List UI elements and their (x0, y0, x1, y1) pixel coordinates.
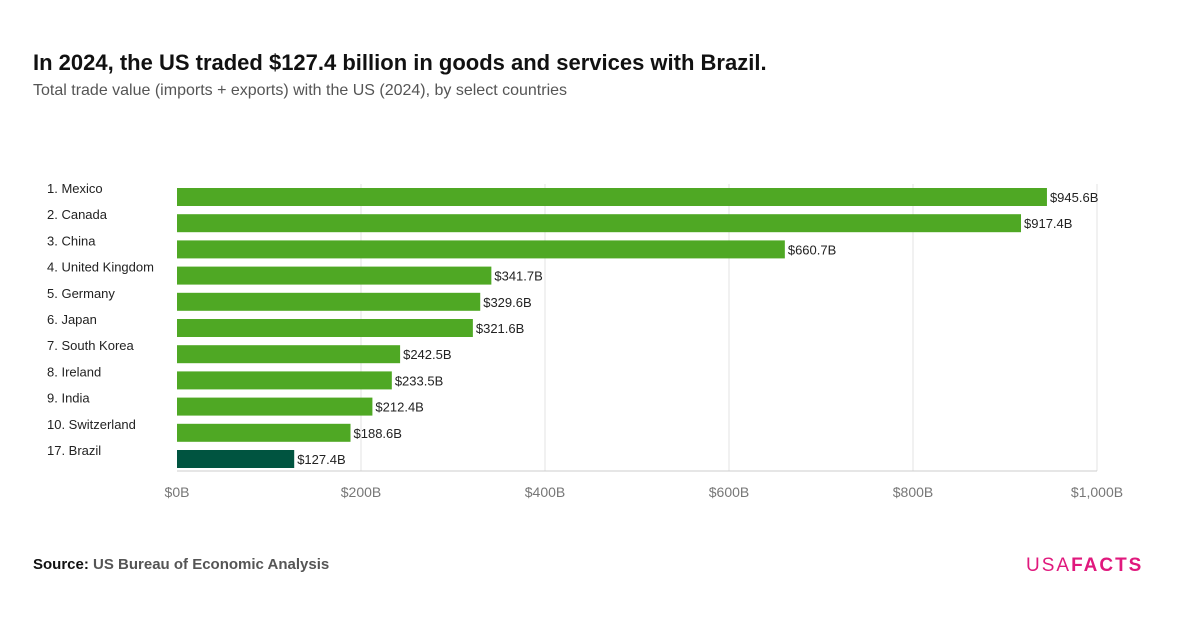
bar (177, 450, 295, 468)
data-label: $341.7B (494, 269, 542, 284)
bar (177, 240, 785, 259)
x-tick-label: $800B (893, 484, 933, 500)
x-tick-label: $1,000B (1071, 484, 1123, 500)
data-label: $329.6B (483, 295, 531, 310)
data-label: $233.5B (395, 373, 443, 388)
category-label: 2. Canada (47, 207, 108, 222)
data-label: $660.7B (788, 242, 836, 257)
bar (177, 292, 481, 311)
bar (177, 345, 401, 364)
category-label: 9. India (47, 391, 90, 406)
category-label: 4. United Kingdom (47, 260, 154, 275)
data-label: $321.6B (476, 321, 524, 336)
bar (177, 423, 351, 442)
chart-title: In 2024, the US traded $127.4 billion in… (33, 50, 767, 75)
data-label: $242.5B (403, 347, 451, 362)
bar (177, 214, 1022, 233)
source-note: Source: US Bureau of Economic Analysis (33, 556, 329, 573)
chart-subtitle: Total trade value (imports + exports) wi… (33, 82, 568, 99)
category-label: 3. China (47, 233, 96, 248)
x-tick-label: $400B (525, 484, 565, 500)
category-label: 6. Japan (47, 312, 97, 327)
x-tick-label: $0B (165, 484, 190, 500)
category-label: 10. Switzerland (47, 417, 136, 432)
bar (177, 397, 373, 416)
category-label: 5. Germany (47, 286, 115, 301)
x-tick-label: $600B (709, 484, 749, 500)
data-label: $212.4B (375, 400, 423, 415)
data-label: $188.6B (354, 426, 402, 441)
data-label: $917.4B (1024, 216, 1072, 231)
source-text: US Bureau of Economic Analysis (93, 556, 330, 573)
category-label: 7. South Korea (47, 338, 134, 353)
category-label: 17. Brazil (47, 443, 101, 458)
bar (177, 319, 473, 337)
category-label: 8. Ireland (47, 364, 101, 379)
source-label: Source: (33, 556, 89, 573)
data-label: $945.6B (1050, 190, 1098, 205)
bar (177, 188, 1047, 206)
bar (177, 266, 492, 285)
usafacts-logo: USAFACTS (1026, 555, 1144, 576)
bar (177, 371, 392, 390)
data-label: $127.4B (297, 452, 345, 467)
x-tick-label: $200B (341, 484, 381, 500)
category-label: 1. Mexico (47, 181, 103, 196)
